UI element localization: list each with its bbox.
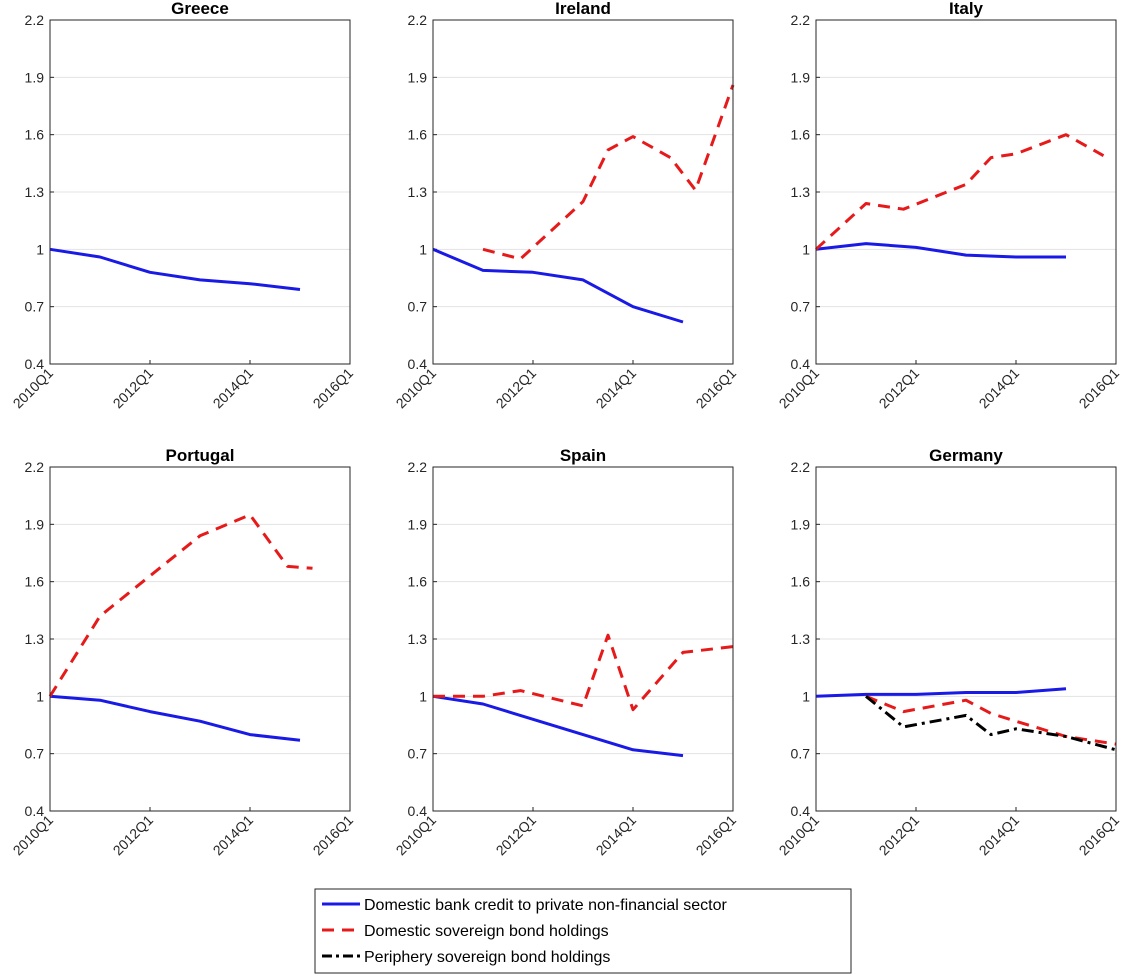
x-tick-label: 2012Q1 xyxy=(493,812,540,859)
y-tick-label: 0.7 xyxy=(408,746,428,762)
legend-label-credit: Domestic bank credit to private non-fina… xyxy=(364,897,728,914)
x-tick-label: 2012Q1 xyxy=(493,365,540,412)
y-tick-label: 2.2 xyxy=(25,12,45,28)
x-tick-label: 2014Q1 xyxy=(976,365,1023,412)
x-tick-label: 2012Q1 xyxy=(110,365,157,412)
plot-frame xyxy=(815,466,1117,812)
y-tick-label: 2.2 xyxy=(25,459,45,475)
y-tick-label: 0.4 xyxy=(791,356,811,372)
y-tick-label: 1.9 xyxy=(791,69,811,85)
legend-label-periphery: Periphery sovereign bond holdings xyxy=(364,949,610,966)
panel-title: Germany xyxy=(929,446,1003,465)
series-line-domestic xyxy=(433,633,734,712)
y-tick-label: 1 xyxy=(419,688,427,704)
legend-label-domestic: Domestic sovereign bond holdings xyxy=(364,923,609,940)
x-tick-label: 2012Q1 xyxy=(876,812,923,859)
y-tick-label: 0.7 xyxy=(791,299,811,315)
y-tick-label: 1 xyxy=(36,688,44,704)
plot-frame xyxy=(432,19,734,365)
y-tick-label: 0.7 xyxy=(25,299,45,315)
y-tick-label: 0.7 xyxy=(25,746,45,762)
x-tick-label: 2014Q1 xyxy=(210,365,257,412)
series-line-domestic xyxy=(482,84,735,261)
y-tick-label: 2.2 xyxy=(791,12,811,28)
plot-frame xyxy=(49,466,351,812)
y-tick-label: 0.7 xyxy=(791,746,811,762)
x-tick-label: 2014Q1 xyxy=(210,812,257,859)
x-tick-label: 2016Q1 xyxy=(310,365,357,412)
panel-title: Spain xyxy=(560,446,606,465)
legend: Domestic bank credit to private non-fina… xyxy=(314,888,852,974)
plot-frame xyxy=(432,466,734,812)
y-tick-label: 1.3 xyxy=(25,631,45,647)
y-tick-label: 1.3 xyxy=(408,631,428,647)
series-line-periphery xyxy=(865,695,1117,752)
x-tick-label: 2016Q1 xyxy=(310,812,357,859)
y-tick-label: 1.9 xyxy=(408,516,428,532)
y-tick-label: 1 xyxy=(802,241,810,257)
y-tick-label: 1.6 xyxy=(408,127,428,143)
x-tick-label: 2016Q1 xyxy=(693,365,740,412)
y-tick-label: 1.6 xyxy=(791,574,811,590)
series-line-credit xyxy=(49,694,301,742)
x-tick-label: 2012Q1 xyxy=(110,812,157,859)
series-line-credit xyxy=(815,687,1067,698)
series-line-domestic xyxy=(48,513,313,698)
x-tick-label: 2014Q1 xyxy=(976,812,1023,859)
y-tick-label: 1 xyxy=(802,688,810,704)
y-tick-label: 1.9 xyxy=(25,69,45,85)
panel-title: Greece xyxy=(171,0,229,18)
y-tick-label: 1.6 xyxy=(25,127,45,143)
panel-title: Italy xyxy=(949,0,984,18)
x-tick-label: 2014Q1 xyxy=(593,812,640,859)
panel-title: Portugal xyxy=(166,446,235,465)
y-tick-label: 0.4 xyxy=(408,803,428,819)
y-tick-label: 2.2 xyxy=(408,12,428,28)
y-tick-label: 2.2 xyxy=(408,459,428,475)
y-tick-label: 2.2 xyxy=(791,459,811,475)
x-tick-label: 2016Q1 xyxy=(693,812,740,859)
legend-box xyxy=(314,888,852,974)
series-line-credit xyxy=(432,694,684,758)
x-tick-label: 2016Q1 xyxy=(1076,365,1123,412)
x-tick-label: 2012Q1 xyxy=(876,365,923,412)
y-tick-label: 1.6 xyxy=(791,127,811,143)
y-tick-label: 1.3 xyxy=(408,184,428,200)
y-tick-label: 0.4 xyxy=(25,803,45,819)
panel-title: Ireland xyxy=(555,0,611,18)
y-tick-label: 0.4 xyxy=(25,356,45,372)
y-tick-label: 1.3 xyxy=(25,184,45,200)
series-line-credit xyxy=(49,247,301,291)
y-tick-label: 1.9 xyxy=(791,516,811,532)
series-line-domestic xyxy=(865,694,1117,746)
x-tick-label: 2014Q1 xyxy=(593,365,640,412)
series-line-credit xyxy=(432,247,684,324)
series-line-credit xyxy=(815,242,1066,259)
y-tick-label: 1 xyxy=(419,241,427,257)
y-tick-label: 1.9 xyxy=(408,69,428,85)
series-line-domestic xyxy=(814,133,1105,251)
plot-frame xyxy=(49,19,351,365)
y-tick-label: 1.6 xyxy=(408,574,428,590)
y-tick-label: 1.3 xyxy=(791,631,811,647)
plot-frame xyxy=(815,19,1117,365)
y-tick-label: 1.3 xyxy=(791,184,811,200)
y-tick-label: 1.9 xyxy=(25,516,45,532)
y-tick-label: 0.4 xyxy=(408,356,428,372)
y-tick-label: 1 xyxy=(36,241,44,257)
y-tick-label: 1.6 xyxy=(25,574,45,590)
y-tick-label: 0.7 xyxy=(408,299,428,315)
y-tick-label: 0.4 xyxy=(791,803,811,819)
x-tick-label: 2016Q1 xyxy=(1076,812,1123,859)
